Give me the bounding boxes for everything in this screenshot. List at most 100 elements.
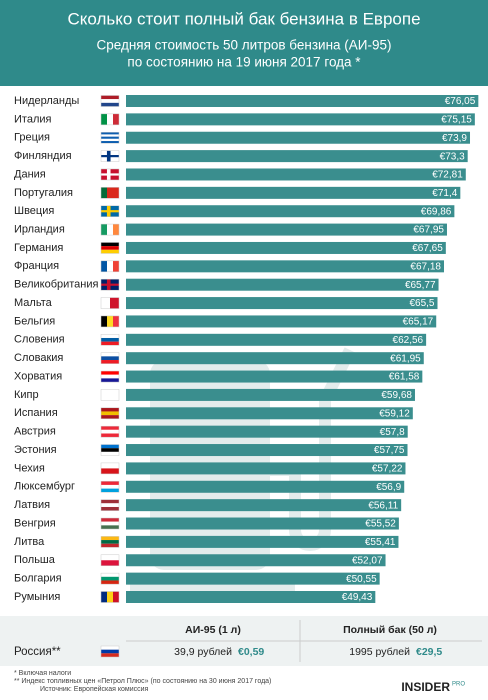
flag-part [106, 279, 111, 291]
flag-border [100, 187, 120, 199]
flag-border [100, 150, 120, 162]
category-label: Чехия [14, 462, 45, 474]
flag [100, 645, 120, 658]
bar [126, 517, 399, 530]
bar [126, 333, 427, 346]
category-label: Хорватия [14, 370, 62, 382]
value-label: €50,55 [346, 574, 377, 585]
flag-part [101, 341, 119, 346]
flag [100, 462, 120, 475]
bar [126, 407, 413, 420]
category-label: Португалия [14, 187, 73, 199]
flag-border [100, 481, 120, 493]
flag-part [101, 138, 119, 142]
flag-border [100, 278, 120, 291]
flag [100, 554, 120, 567]
value-label: €49,43 [342, 592, 373, 603]
footnote: * Включая налоги [14, 670, 71, 677]
flag-border [100, 462, 120, 475]
value-label: €76,05 [445, 96, 476, 107]
chart-subtitle: по состоянию на 19 июня 2017 года * [127, 55, 361, 70]
value-label: €61,58 [389, 372, 420, 383]
flag-part [101, 141, 119, 144]
bar [126, 425, 408, 438]
flag-border [100, 389, 120, 401]
flag-part [101, 540, 119, 544]
flag-part [101, 448, 119, 452]
flag-part [107, 591, 113, 603]
table-cell: 39,9 рублей [174, 646, 232, 658]
flag-border [100, 499, 120, 511]
logo-sup: PRO [452, 682, 465, 688]
category-label: Польша [14, 554, 56, 566]
value-label: €55,41 [365, 537, 396, 548]
flag-part [101, 378, 119, 383]
flag-part [107, 260, 113, 272]
value-label: €73,9 [442, 133, 467, 144]
value-label: €65,5 [409, 298, 434, 309]
flag [100, 95, 120, 107]
flag [100, 352, 120, 364]
bar [126, 444, 408, 457]
flag-part [101, 576, 119, 581]
flag-part [113, 224, 119, 236]
flag-part [101, 462, 119, 469]
flag-part [101, 503, 119, 507]
category-label: Болгария [14, 573, 62, 585]
flag-part [107, 224, 113, 236]
flag-border [100, 131, 120, 144]
flag-part [110, 297, 119, 309]
value-label: €59,12 [379, 408, 410, 419]
footnote: Источник: Европейская комиссия [40, 685, 149, 693]
flag-border [100, 113, 120, 126]
category-label: Ирландия [14, 223, 65, 235]
flag-part [101, 543, 119, 548]
flag-part [101, 488, 119, 493]
flag-border [100, 536, 120, 548]
category-label: Словакия [14, 352, 63, 364]
flag [100, 223, 120, 236]
footnote: ** Индекс топливных цен «Петрол Плюс» (п… [14, 678, 271, 685]
value-label: €56,11 [368, 500, 398, 511]
category-label: Великобритания [14, 279, 99, 291]
flag [100, 499, 120, 511]
value-label: €67,95 [413, 225, 444, 236]
category-label: Испания [14, 407, 58, 419]
flag [100, 425, 120, 438]
flag-border [100, 370, 120, 383]
flag [100, 517, 120, 530]
flag-part [101, 132, 119, 135]
category-label: Бельгия [14, 315, 55, 327]
flag-part [101, 649, 119, 654]
flag-part [101, 646, 119, 650]
value-label: €67,18 [410, 261, 441, 272]
flag-border [100, 645, 120, 658]
flag-border [100, 572, 120, 585]
flag-part [101, 481, 119, 485]
flag-part [101, 429, 119, 434]
bar [126, 241, 446, 254]
header-band [0, 0, 488, 86]
flag-border [100, 517, 120, 530]
flag-part [113, 187, 119, 199]
bar [126, 113, 475, 126]
flag-part [101, 249, 119, 254]
bar [126, 591, 376, 603]
logo: INSIDER [401, 680, 450, 694]
russia-label: Россия** [14, 646, 61, 658]
flag-part [101, 113, 107, 125]
flag-part [101, 433, 119, 438]
bar [126, 260, 445, 273]
flag-border [100, 407, 120, 420]
category-label: Словения [14, 334, 65, 346]
flag-part [101, 451, 119, 456]
value-label: €52,07 [352, 555, 383, 566]
category-label: Люксембург [14, 481, 75, 493]
bar [126, 388, 415, 401]
flag-part [101, 573, 119, 577]
value-label: €75,15 [441, 115, 472, 126]
value-label: €62,56 [393, 335, 424, 346]
flag-part [101, 415, 119, 419]
flag [100, 242, 120, 254]
